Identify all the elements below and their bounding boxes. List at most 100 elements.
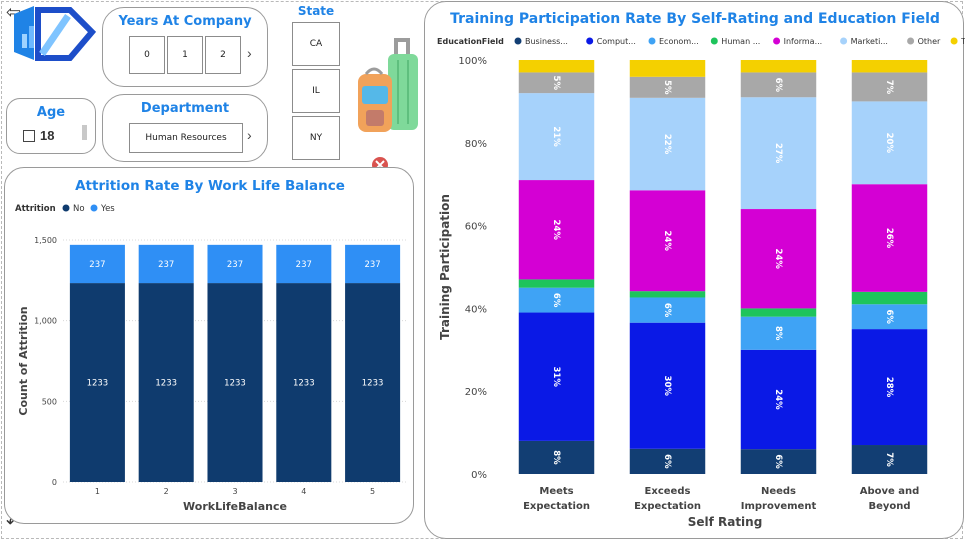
data-label: 237 — [364, 260, 380, 270]
legend-label-marketi: Marketi... — [851, 37, 888, 46]
segment-business-needs-improvement — [740, 449, 817, 474]
chevron-right-icon[interactable]: › — [247, 45, 252, 61]
x-tick-label: 4 — [301, 487, 306, 496]
segment-econom-exceeds-expectation — [629, 297, 706, 323]
segment-comput-exceeds-expectation — [629, 322, 706, 449]
segment-comput-above-and-beyond — [851, 329, 928, 446]
segment-comput-meets-expectation — [518, 312, 595, 441]
x-tick-label: 5 — [370, 487, 375, 496]
data-label: 24% — [662, 231, 672, 252]
data-label: 1233 — [155, 379, 177, 389]
x-tick-label: Needs — [761, 486, 796, 497]
segment-informa-needs-improvement — [740, 209, 817, 309]
segment-informa-above-and-beyond — [851, 184, 928, 292]
bar-no-3 — [207, 283, 263, 482]
data-label: 31% — [551, 367, 561, 388]
data-label: 8% — [551, 450, 561, 465]
segment-technica-exceeds-expectation — [629, 60, 706, 77]
data-label: 1233 — [293, 379, 315, 389]
x-axis-label: Self Rating — [688, 515, 763, 529]
y-tick-label: 100% — [458, 56, 487, 67]
segment-econom-meets-expectation — [518, 287, 595, 313]
data-label: 6% — [662, 454, 672, 469]
legend-marker-yes — [90, 204, 98, 212]
data-label: 6% — [662, 303, 672, 318]
y-tick-label: 60% — [465, 222, 487, 233]
segment-marketi-above-and-beyond — [851, 101, 928, 185]
segment-technica-above-and-beyond — [851, 60, 928, 73]
legend-label-technica: Technica... — [960, 37, 965, 46]
legend-label-human: Human ... — [721, 37, 760, 46]
segment-human-above-and-beyond — [851, 291, 928, 305]
segment-human-meets-expectation — [518, 279, 595, 288]
chart-title: Attrition Rate By Work Life Balance — [75, 178, 345, 194]
state-option-ca[interactable]: CA — [292, 22, 340, 66]
training-chart: Training Participation Rate By Self-Rati… — [437, 11, 965, 529]
segment-marketi-needs-improvement — [740, 97, 817, 210]
department-title: Department — [140, 101, 230, 116]
data-label: 5% — [662, 80, 672, 95]
x-tick-label: Exceeds — [645, 486, 691, 497]
legend-marker-informa — [773, 37, 781, 45]
data-label: 6% — [884, 309, 894, 324]
data-label: 30% — [662, 376, 672, 397]
chevron-right-icon[interactable]: › — [247, 127, 252, 143]
data-label: 28% — [884, 377, 894, 398]
department-dropdown[interactable]: Human Resources — [129, 123, 243, 153]
legend-label-no: No — [73, 204, 85, 214]
x-tick-label: Expectation — [634, 501, 701, 512]
luggage-illustration — [352, 36, 422, 136]
data-label: 6% — [773, 78, 783, 93]
y-tick-label: 1,000 — [34, 317, 57, 326]
segment-marketi-meets-expectation — [518, 93, 595, 181]
years-option-2[interactable]: 2 — [205, 36, 241, 74]
legend-label-econom: Econom... — [659, 37, 699, 46]
data-label: 22% — [662, 134, 672, 155]
x-tick-label: Above and — [860, 486, 920, 497]
data-label: 237 — [296, 260, 312, 270]
legend-label-informa: Informa... — [784, 37, 823, 46]
years-at-company-slicer: Years At Company 0 1 2 › — [102, 7, 268, 87]
data-label: 8% — [773, 326, 783, 341]
segment-other-exceeds-expectation — [629, 76, 706, 98]
segment-marketi-exceeds-expectation — [629, 97, 706, 191]
segment-informa-exceeds-expectation — [629, 190, 706, 292]
age-title: Age — [36, 105, 66, 120]
legend-title: Attrition — [15, 204, 56, 214]
x-axis-label: WorkLifeBalance — [183, 500, 287, 513]
age-scrollbar[interactable] — [82, 125, 87, 140]
training-chart-card: Training Participation Rate By Self-Rati… — [424, 1, 965, 539]
bar-no-2 — [138, 283, 194, 482]
segment-other-needs-improvement — [740, 72, 817, 98]
state-option-ny[interactable]: NY — [292, 116, 340, 160]
segment-comput-needs-improvement — [740, 349, 817, 450]
state-title: State — [297, 4, 335, 18]
data-label: 5% — [551, 76, 561, 91]
segment-econom-above-and-beyond — [851, 304, 928, 330]
segment-human-needs-improvement — [740, 308, 817, 317]
data-label: 24% — [773, 249, 783, 270]
data-label: 20% — [884, 133, 894, 154]
x-tick-label: 1 — [95, 487, 100, 496]
data-label: 237 — [227, 260, 243, 270]
legend-marker-human — [710, 37, 718, 45]
data-label: 6% — [551, 293, 561, 308]
attrition-chart-card: Attrition Rate By Work Life Balance Attri… — [4, 167, 414, 524]
age-checkbox[interactable] — [23, 130, 35, 142]
data-label: 7% — [884, 452, 894, 467]
segment-technica-needs-improvement — [740, 60, 817, 73]
legend-title: EducationField — [437, 37, 504, 46]
data-label: 1233 — [224, 379, 246, 389]
segment-business-exceeds-expectation — [629, 448, 706, 474]
bar-no-5 — [345, 283, 401, 482]
years-option-0[interactable]: 0 — [129, 36, 165, 74]
data-label: 6% — [773, 454, 783, 469]
segment-other-above-and-beyond — [851, 72, 928, 102]
segment-econom-needs-improvement — [740, 316, 817, 350]
years-option-1[interactable]: 1 — [167, 36, 203, 74]
x-tick-label: Improvement — [741, 501, 817, 512]
bar-yes-2 — [138, 244, 194, 284]
segment-informa-meets-expectation — [518, 180, 595, 280]
state-option-il[interactable]: IL — [292, 69, 340, 113]
legend-marker-econom — [648, 37, 656, 45]
